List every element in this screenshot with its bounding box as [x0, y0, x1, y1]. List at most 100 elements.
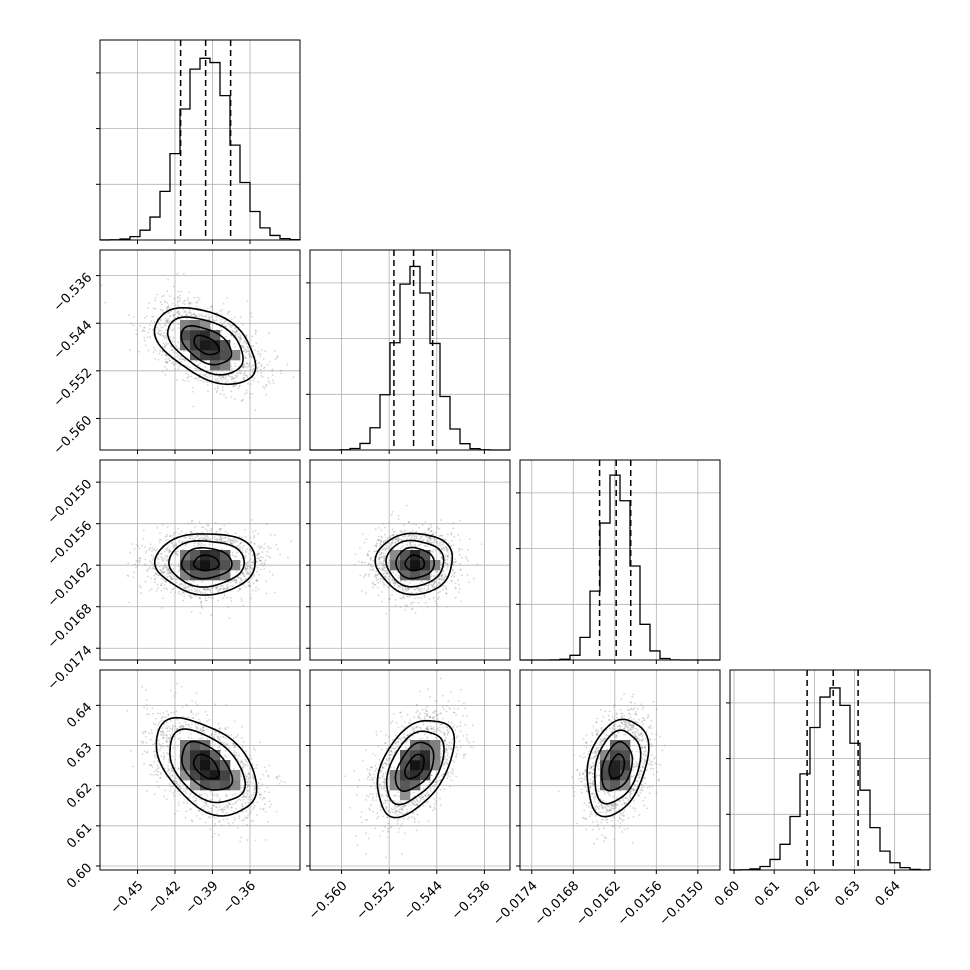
- sample-point: [252, 777, 255, 780]
- sample-point: [368, 769, 371, 772]
- sample-point: [257, 366, 260, 369]
- sample-point: [452, 772, 454, 775]
- sample-point: [173, 363, 176, 366]
- sample-point: [386, 836, 389, 839]
- density-cell: [200, 560, 211, 571]
- sample-point: [130, 322, 133, 325]
- sample-point: [393, 807, 396, 810]
- sample-point: [229, 596, 232, 599]
- sample-point: [152, 566, 155, 569]
- sample-point: [441, 574, 444, 577]
- sample-point: [380, 540, 382, 543]
- sample-point: [444, 555, 447, 558]
- sample-point: [242, 741, 245, 743]
- sample-point: [138, 561, 141, 564]
- sample-point: [388, 559, 391, 561]
- sample-point: [446, 773, 449, 776]
- sample-point: [444, 756, 446, 758]
- sample-point: [196, 534, 198, 537]
- sample-point: [413, 537, 416, 540]
- sample-point: [170, 785, 172, 788]
- sample-point: [198, 596, 201, 599]
- sample-point: [252, 561, 255, 564]
- sample-point: [177, 323, 180, 326]
- sample-point: [214, 586, 217, 589]
- sample-point: [188, 589, 191, 592]
- sample-point: [429, 715, 432, 718]
- sample-point: [128, 601, 131, 604]
- sample-point: [246, 567, 248, 570]
- sample-point: [275, 810, 278, 813]
- sample-point: [404, 534, 407, 537]
- sample-point: [245, 334, 248, 337]
- sample-point: [404, 587, 407, 589]
- panel-2-1: [306, 459, 511, 664]
- sample-point: [214, 387, 216, 390]
- sample-point: [244, 536, 247, 538]
- sample-point: [159, 555, 162, 558]
- sample-point: [215, 538, 218, 541]
- sample-point: [453, 707, 455, 710]
- sample-point: [394, 581, 396, 584]
- sample-point: [436, 570, 439, 573]
- sample-point: [162, 736, 164, 739]
- sample-point: [265, 383, 268, 386]
- sample-point: [415, 535, 418, 538]
- sample-point: [416, 804, 419, 807]
- sample-point: [179, 785, 181, 788]
- sample-point: [378, 805, 381, 807]
- sample-point: [163, 758, 165, 761]
- sample-point: [164, 555, 167, 557]
- sample-point: [399, 586, 401, 589]
- sample-point: [182, 584, 185, 587]
- sample-point: [395, 721, 398, 724]
- sample-point: [262, 807, 265, 810]
- sample-point: [201, 729, 204, 732]
- sample-point: [400, 579, 403, 582]
- sample-point: [222, 818, 225, 821]
- sample-point: [371, 799, 374, 802]
- sample-point: [245, 361, 248, 364]
- sample-point: [398, 805, 400, 808]
- sample-point: [443, 577, 445, 579]
- sample-point: [159, 777, 161, 779]
- sample-point: [354, 835, 357, 838]
- sample-point: [429, 781, 431, 784]
- sample-point: [178, 725, 181, 728]
- sample-point: [397, 514, 400, 517]
- sample-point: [152, 555, 155, 558]
- sample-point: [226, 818, 229, 821]
- sample-point: [445, 547, 448, 550]
- sample-point: [144, 558, 147, 561]
- sample-point: [166, 290, 169, 293]
- sample-point: [445, 747, 448, 750]
- sample-point: [232, 803, 234, 806]
- sample-point: [442, 773, 444, 776]
- sample-point: [401, 808, 404, 810]
- sample-point: [447, 548, 449, 551]
- sample-point: [286, 363, 289, 366]
- sample-point: [241, 579, 243, 582]
- sample-point: [245, 374, 247, 377]
- sample-point: [171, 329, 174, 332]
- sample-point: [439, 797, 442, 800]
- sample-point: [161, 350, 164, 353]
- density-cell: [220, 340, 231, 351]
- sample-point: [459, 568, 462, 571]
- sample-point: [200, 728, 203, 731]
- sample-point: [180, 725, 183, 727]
- sample-point: [384, 787, 386, 789]
- sample-point: [390, 545, 393, 547]
- sample-point: [210, 614, 213, 617]
- sample-point: [135, 333, 138, 336]
- sample-point: [162, 597, 165, 600]
- sample-point: [241, 571, 244, 574]
- sample-point: [246, 561, 249, 564]
- sample-point: [234, 327, 237, 329]
- sample-point: [379, 561, 382, 564]
- sample-point: [167, 569, 170, 572]
- sample-point: [187, 375, 190, 378]
- sample-point: [242, 376, 245, 379]
- sample-point: [253, 778, 255, 781]
- sample-point: [194, 538, 196, 541]
